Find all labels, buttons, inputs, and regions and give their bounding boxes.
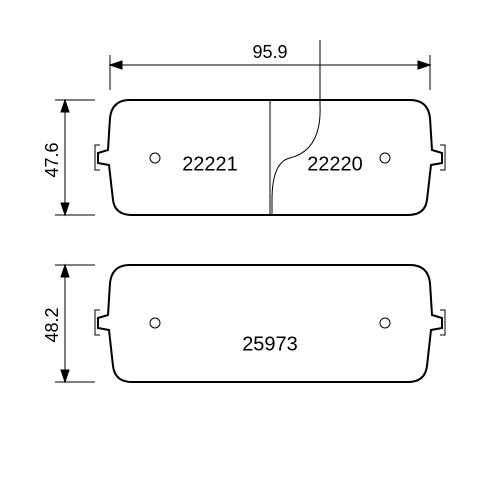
width-dim-label: 95.9 xyxy=(252,42,287,62)
upper-height-dimension: 47.6 xyxy=(42,100,95,215)
upper-label-right: 22220 xyxy=(307,153,363,175)
upper-pad: 22221 22220 xyxy=(95,40,445,215)
width-dimension: 95.9 xyxy=(110,42,430,90)
lower-label: 25973 xyxy=(242,333,298,355)
lower-pad: 25973 xyxy=(95,265,445,382)
brake-pad-diagram: 95.9 22221 22220 47.6 xyxy=(0,0,500,500)
upper-height-label: 47.6 xyxy=(42,142,62,177)
lower-height-label: 48.2 xyxy=(42,307,62,342)
lower-height-dimension: 48.2 xyxy=(42,265,95,382)
upper-label-left: 22221 xyxy=(182,153,238,175)
